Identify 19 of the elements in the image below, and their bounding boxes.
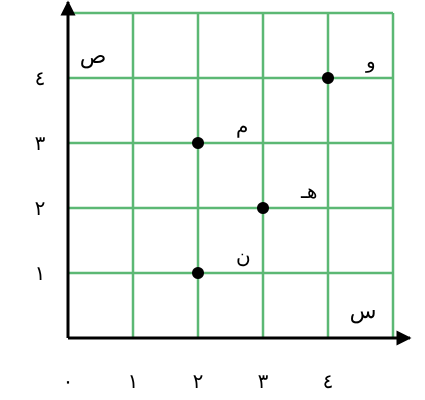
x-tick-label: ٠ — [62, 369, 74, 393]
y-axis-title: ص — [80, 44, 106, 69]
point — [322, 72, 334, 84]
x-tick-label: ٣ — [258, 369, 269, 393]
y-tick-label: ١ — [34, 261, 46, 285]
x-tick-label: ٤ — [322, 369, 334, 393]
point — [192, 267, 204, 279]
annotation: هـ — [300, 179, 318, 203]
y-tick-label: ٢ — [34, 196, 46, 220]
x-tick-label: ٢ — [192, 369, 204, 393]
y-tick-label: ٤ — [34, 66, 46, 90]
point — [192, 137, 204, 149]
y-tick-label: ٣ — [34, 131, 46, 155]
annotation: و — [365, 49, 376, 73]
x-tick-label: ١ — [128, 369, 138, 393]
annotation: م — [236, 114, 248, 138]
x-axis-title: س — [350, 299, 376, 324]
point — [257, 202, 269, 214]
annotation: ن — [236, 244, 251, 268]
